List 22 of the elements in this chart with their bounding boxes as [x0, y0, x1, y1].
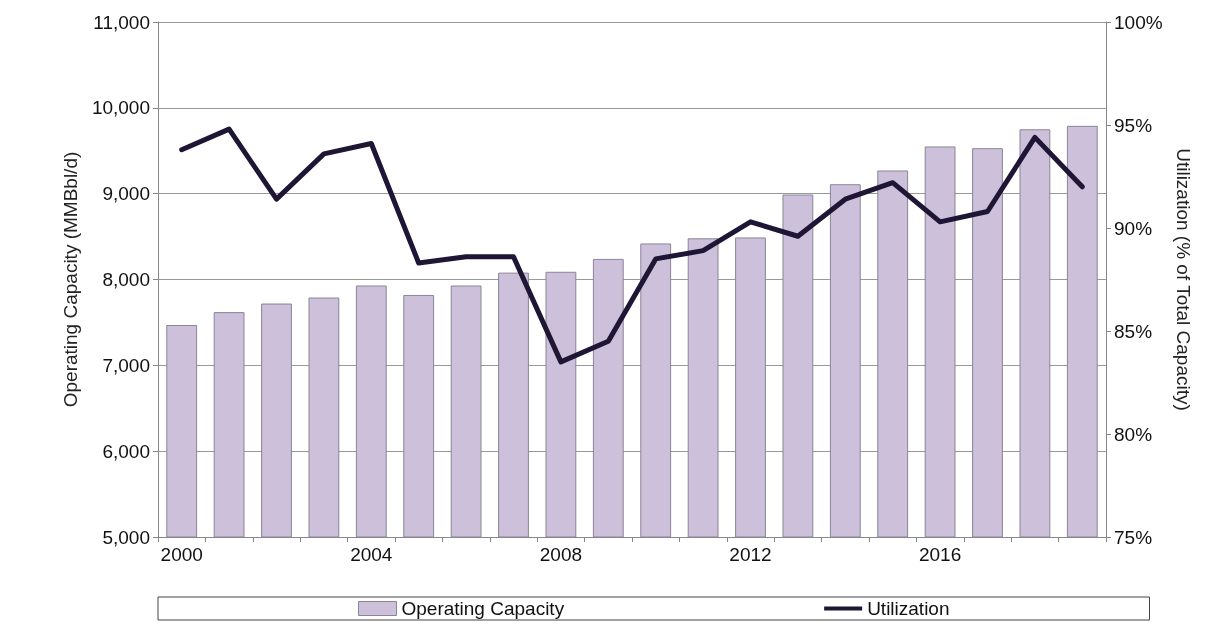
y-tick-label: 7,000: [102, 354, 150, 376]
y2-tick-label: 80%: [1114, 423, 1153, 445]
x-tick-label: 2000: [160, 544, 203, 565]
x-tick-label: 2016: [918, 544, 962, 565]
legend-label: Operating Capacity: [401, 598, 565, 619]
y2-tick-label: 90%: [1114, 217, 1153, 239]
y-tick-label: 11,000: [93, 11, 150, 33]
y-tick-label: 10,000: [91, 97, 150, 119]
y-tick-label: 9,000: [102, 183, 150, 205]
y2-axis-title: Utilization (% of Total Capacity): [1173, 148, 1194, 411]
x-tick-label: 2004: [350, 544, 393, 565]
y2-tick-label: 75%: [1114, 526, 1153, 548]
x-tick-label: 2012: [729, 544, 772, 565]
y2-tick-label: 85%: [1114, 320, 1153, 342]
y-tick-label: 6,000: [102, 440, 150, 462]
x-tick-label: 2008: [539, 544, 583, 565]
y-tick-label: 5,000: [102, 526, 150, 548]
legend-label: Utilization: [867, 598, 950, 619]
y-axis-title: Operating Capacity (MMBbl/d): [60, 151, 81, 408]
y2-tick-label: 95%: [1114, 114, 1153, 136]
y2-tick-label: 100%: [1114, 11, 1163, 33]
y-tick-label: 8,000: [102, 269, 150, 290]
